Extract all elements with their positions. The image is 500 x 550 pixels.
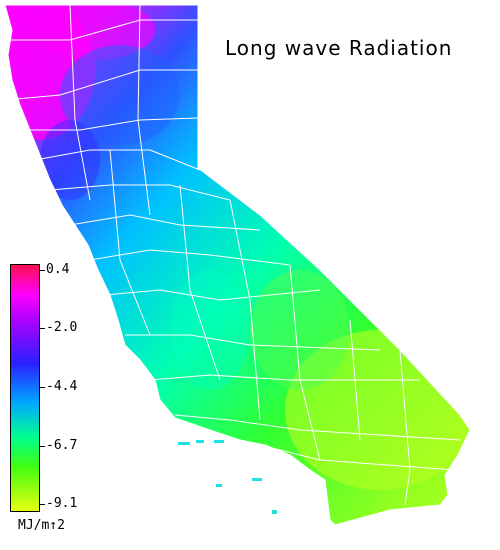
legend-tick-label: -4.4 [46, 379, 78, 394]
legend-tick-label: -9.1 [46, 496, 78, 511]
legend-tick [39, 328, 45, 329]
county-borders [5, 5, 461, 506]
legend-tick [39, 504, 45, 505]
radiation-zones [5, 5, 470, 490]
legend-unit: MJ/m↑2 [18, 518, 65, 533]
legend-colorbar [10, 264, 40, 512]
legend-tick-label: -2.0 [46, 320, 78, 335]
legend-tick [39, 446, 45, 447]
legend-tick-label: -6.7 [46, 438, 78, 453]
map-title: Long wave Radiation [225, 36, 453, 60]
state-outline [4, 4, 471, 526]
legend-tick-label: 0.4 [46, 262, 70, 277]
legend-tick [39, 270, 45, 271]
channel-islands [178, 440, 277, 514]
legend-tick [39, 387, 45, 388]
